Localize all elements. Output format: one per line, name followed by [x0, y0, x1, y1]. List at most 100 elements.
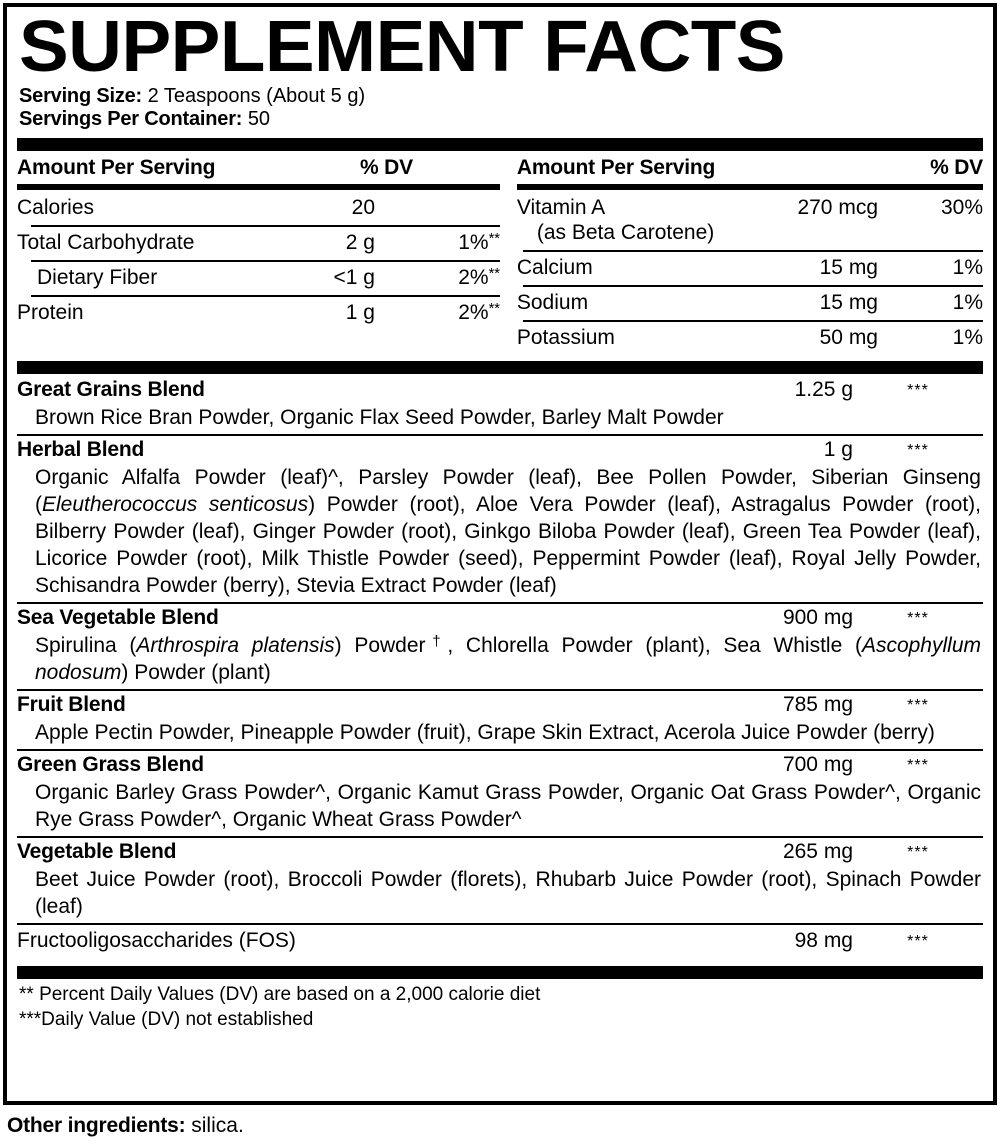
- blend-section: Herbal Blend 1 g *** Organic Alfalfa Powder…: [17, 434, 983, 602]
- nutrient-amount: 2 g: [345, 231, 375, 254]
- blend-name: Great Grains Blend: [17, 378, 205, 401]
- blend-dv-marker: ***: [907, 697, 929, 714]
- nutrient-percent-dv: 2%**: [458, 300, 500, 324]
- nutrient-row: Sodium 15 mg 1%: [516, 285, 984, 320]
- nutrient-amount: 20: [351, 196, 375, 219]
- nutrition-header-left: Amount Per Serving % DV: [17, 151, 500, 190]
- nutrient-percent-dv: 2%**: [458, 265, 500, 289]
- fos-row: Fructooligosaccharides (FOS) 98 mg ***: [17, 923, 983, 960]
- header-amount-per-serving: Amount Per Serving: [17, 156, 216, 179]
- blend-section: Green Grass Blend 700 mg *** Organic Barley…: [17, 749, 983, 836]
- servings-per-container-label: Servings Per Container:: [19, 108, 243, 130]
- serving-size-line: Serving Size: 2 Teaspoons (About 5 g): [19, 85, 983, 108]
- blend-section: Great Grains Blend 1.25 g *** Brown Rice Br…: [17, 374, 983, 434]
- blend-name: Green Grass Blend: [17, 753, 204, 776]
- footnote-line: ***Daily Value (DV) not established: [19, 1009, 314, 1030]
- servings-per-container-value: 50: [247, 108, 271, 130]
- blend-ingredients: Brown Rice Bran Powder, Organic Flax See…: [35, 406, 724, 429]
- nutrient-name: Protein: [17, 301, 84, 324]
- nutrient-name: Potassium: [516, 326, 615, 349]
- blend-name: Fruit Blend: [17, 693, 126, 716]
- blend-header: Great Grains Blend 1.25 g ***: [17, 377, 983, 404]
- footnote-marker: **: [488, 300, 500, 317]
- nutrient-name: Calories: [17, 196, 95, 219]
- nutrient-name: Total Carbohydrate: [17, 231, 195, 254]
- nutrient-row: Total Carbohydrate 2 g 1%**: [17, 225, 500, 260]
- blend-name: Vegetable Blend: [17, 840, 177, 863]
- nutrient-row: Protein 1 g 2%**: [17, 295, 500, 330]
- divider-bar-top: [17, 138, 983, 151]
- nutrient-row: Vitamin A (as Beta Carotene) 270 mcg 30%: [517, 190, 983, 250]
- nutrition-header-right: Amount Per Serving % DV: [516, 151, 983, 190]
- nutrition-area: Amount Per Serving % DV Calories 20 Total …: [17, 151, 983, 355]
- nutrient-amount: 15 mg: [819, 291, 878, 314]
- nutrient-percent-dv: 30%: [940, 196, 983, 219]
- nutrient-amount: 1 g: [345, 301, 375, 324]
- nutrient-name: Vitamin A (as Beta Carotene): [517, 195, 718, 245]
- blend-list: Great Grains Blend 1.25 g *** Brown Rice Br…: [17, 374, 983, 960]
- header-percent-dv: % DV: [360, 156, 413, 179]
- servings-per-container-line: Servings Per Container: 50: [19, 108, 983, 131]
- nutrient-name: Calcium: [516, 256, 593, 279]
- nutrient-row: Dietary Fiber <1 g 2%**: [17, 260, 500, 295]
- footnote-line: ** Percent Daily Values (DV) are based o…: [19, 984, 541, 1005]
- nutrient-percent-dv: 1%: [952, 256, 983, 279]
- nutrient-percent-dv: 1%: [952, 326, 983, 349]
- nutrition-panel-right: Amount Per Serving % DV Vitamin A (as Bet…: [516, 151, 984, 355]
- nutrient-row: Calories 20: [17, 190, 500, 225]
- nutrient-name: Sodium: [516, 291, 589, 314]
- nutrient-amount: <1 g: [333, 266, 375, 289]
- page-title: SUPPLEMENT FACTS: [19, 7, 785, 87]
- nutrient-name: Dietary Fiber: [37, 266, 158, 289]
- nutrition-rows-left: Calories 20 Total Carbohydrate 2 g 1%** Dieta…: [17, 190, 500, 330]
- blend-dv-marker: ***: [907, 610, 929, 627]
- fos-amount: 98 mg: [794, 929, 853, 952]
- blend-amount: 265 mg: [782, 840, 853, 863]
- blend-header: Sea Vegetable Blend 900 mg ***: [17, 605, 983, 632]
- serving-size-label: Serving Size:: [19, 85, 142, 107]
- nutrient-amount: 50 mg: [819, 326, 878, 349]
- fos-dv-marker: ***: [907, 933, 929, 950]
- header-amount-per-serving: Amount Per Serving: [516, 156, 716, 179]
- nutrient-amount: 270 mcg: [797, 196, 878, 219]
- divider-bar-blends: [17, 361, 983, 374]
- serving-size-value: 2 Teaspoons (About 5 g): [147, 85, 366, 107]
- blend-amount: 900 mg: [782, 606, 853, 629]
- fos-name: Fructooligosaccharides (FOS): [17, 929, 296, 952]
- blend-ingredients: Spirulina (Arthrospira platensis) Powder…: [35, 633, 981, 684]
- nutrient-row: Calcium 15 mg 1%: [516, 250, 984, 285]
- footnote-list: ** Percent Daily Values (DV) are based o…: [17, 979, 983, 1032]
- divider-bar-footnotes: [17, 966, 983, 979]
- other-ingredients-value: silica.: [191, 1114, 244, 1137]
- blend-amount: 700 mg: [782, 753, 853, 776]
- blend-section: Vegetable Blend 265 mg *** Beet Juice Powde…: [17, 836, 983, 923]
- fos-header: Fructooligosaccharides (FOS) 98 mg ***: [17, 928, 983, 955]
- other-ingredients: Other ingredients: silica.: [7, 1113, 244, 1139]
- footnote-marker: **: [488, 230, 500, 247]
- nutrient-amount: 15 mg: [819, 256, 878, 279]
- blend-ingredients: Organic Barley Grass Powder^, Organic Ka…: [35, 781, 981, 831]
- blend-amount: 1 g: [823, 438, 853, 461]
- blend-dv-marker: ***: [907, 844, 929, 861]
- blend-header: Vegetable Blend 265 mg ***: [17, 839, 983, 866]
- nutrition-panel-left: Amount Per Serving % DV Calories 20 Total …: [17, 151, 500, 355]
- nutrient-source-note: (as Beta Carotene): [536, 221, 715, 244]
- supplement-facts-panel: SUPPLEMENT FACTS Serving Size: 2 Teaspoo…: [3, 3, 997, 1105]
- footnote-marker: **: [488, 265, 500, 282]
- blend-dv-marker: ***: [907, 442, 929, 459]
- nutrient-percent-dv: 1%: [952, 291, 983, 314]
- panel-gutter: [500, 151, 517, 355]
- blend-dv-marker: ***: [907, 382, 929, 399]
- nutrient-row: Potassium 50 mg 1%: [516, 320, 984, 355]
- other-ingredients-label: Other ingredients:: [7, 1114, 186, 1137]
- blend-amount: 785 mg: [782, 693, 853, 716]
- blend-header: Green Grass Blend 700 mg ***: [17, 752, 983, 779]
- blend-section: Fruit Blend 785 mg *** Apple Pectin Powder,…: [17, 689, 983, 749]
- blend-header: Fruit Blend 785 mg ***: [17, 692, 983, 719]
- blend-name: Sea Vegetable Blend: [17, 606, 219, 629]
- blend-ingredients: Beet Juice Powder (root), Broccoli Powde…: [35, 868, 981, 918]
- blend-section: Sea Vegetable Blend 900 mg *** Spirulina (A…: [17, 602, 983, 689]
- blend-ingredients: Apple Pectin Powder, Pineapple Powder (f…: [35, 721, 935, 744]
- blend-header: Herbal Blend 1 g ***: [17, 437, 983, 464]
- blend-dv-marker: ***: [907, 757, 929, 774]
